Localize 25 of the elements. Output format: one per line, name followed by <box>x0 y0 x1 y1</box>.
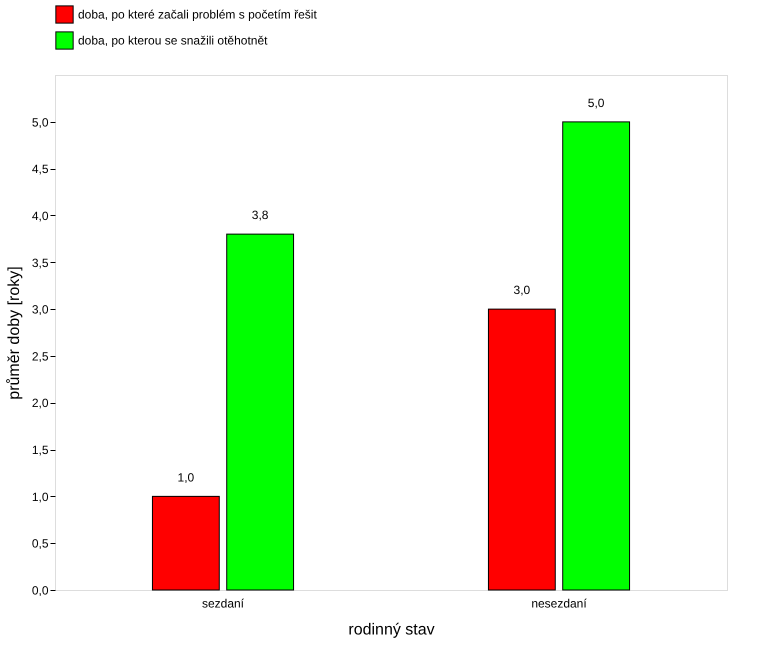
y-tick-label: 0,5 <box>32 536 49 551</box>
data-label: 3,0 <box>514 283 531 298</box>
x-axis-title: rodinný stav <box>348 622 435 638</box>
legend-label: doba, po které začali problém s početím řešit <box>78 8 318 22</box>
bar <box>226 234 294 590</box>
bar <box>152 496 220 590</box>
y-tick-label: 2,0 <box>32 396 49 410</box>
y-tick-label: 3,0 <box>32 302 49 317</box>
x-tick-label: nesezdaní <box>531 596 588 610</box>
y-tick-label: 4,5 <box>32 162 49 176</box>
x-tick-label: sezdaní <box>202 596 245 610</box>
y-tick-label: 1,0 <box>32 490 49 504</box>
y-tick-label: 2,5 <box>32 349 49 364</box>
data-label: 3,8 <box>252 208 269 222</box>
bar <box>562 121 630 590</box>
y-tick-label: 1,5 <box>32 443 49 458</box>
y-tick-label: 3,5 <box>32 256 49 270</box>
y-axis-title: průměr doby [roky] <box>6 266 23 400</box>
y-tick-label: 0,0 <box>32 584 49 598</box>
y-tick-label: 4,0 <box>32 208 49 223</box>
legend-label: doba, po kterou se snažili otěhotnět <box>78 34 268 48</box>
data-label: 1,0 <box>178 470 195 484</box>
data-label: 5,0 <box>588 96 605 110</box>
bar <box>488 308 556 590</box>
y-tick-label: 5,0 <box>32 115 49 130</box>
